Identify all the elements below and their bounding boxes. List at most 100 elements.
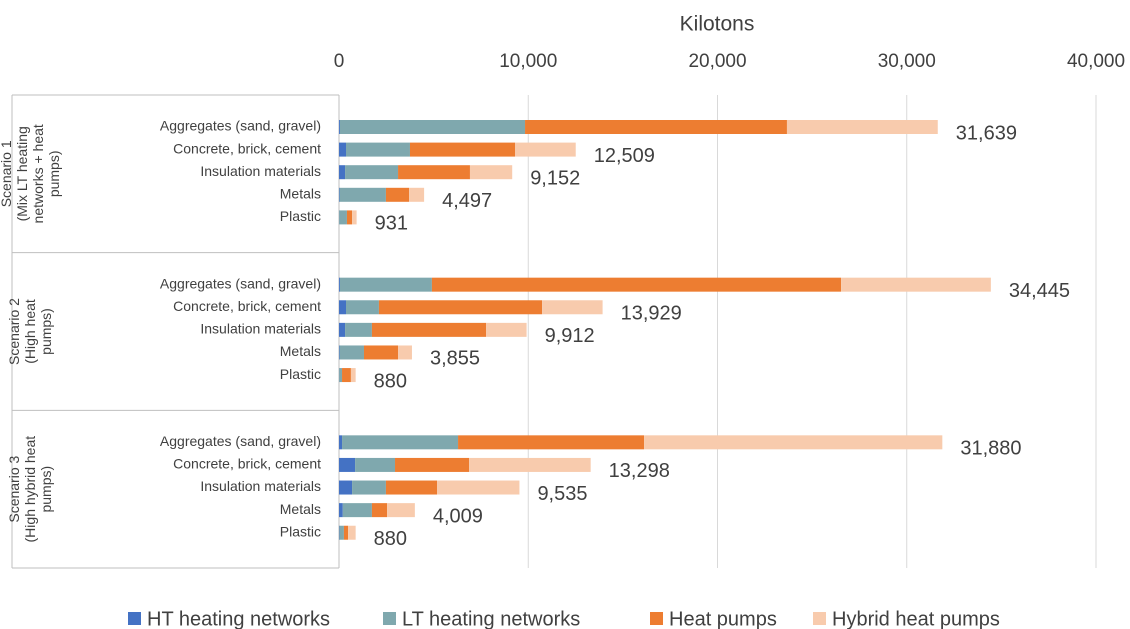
bar-segment: [342, 503, 372, 518]
legend-label: Heat pumps: [669, 608, 777, 629]
bar-segment: [542, 300, 603, 315]
bar-segment: [644, 435, 943, 450]
bar-segment: [343, 525, 349, 540]
bar-segment: [431, 277, 842, 292]
bar-segment: [339, 187, 386, 202]
category-label: Metals: [280, 343, 321, 359]
legend-label: Hybrid heat pumps: [832, 608, 1000, 629]
bar-segment: [339, 120, 340, 134]
legend-swatch: [813, 612, 826, 625]
bar-segment: [363, 345, 399, 360]
bar-segment: [515, 142, 576, 157]
bar-segment: [348, 525, 356, 540]
category-label: Insulation materials: [200, 478, 321, 494]
bar-segment: [841, 277, 991, 292]
bar-segment: [398, 345, 412, 360]
category-label: Aggregates (sand, gravel): [160, 275, 321, 291]
bar-segment: [339, 187, 340, 202]
bar-segment: [339, 165, 346, 180]
bar-segment: [469, 457, 591, 472]
bar-segment: [339, 457, 356, 472]
bar-segment: [378, 300, 543, 315]
bar-segment: [339, 210, 347, 225]
group-label-line: pumps): [38, 308, 54, 355]
category-label: Concrete, brick, cement: [173, 456, 321, 472]
bar-segment: [342, 435, 459, 450]
bar-segment: [395, 457, 470, 472]
bar-segment: [345, 165, 399, 180]
total-label: 13,929: [621, 303, 682, 325]
bar-segment: [409, 187, 425, 202]
bar-segment: [350, 368, 356, 383]
bar-segment: [469, 165, 513, 180]
bar-segment: [409, 142, 516, 157]
group-label-line: (High heat: [22, 299, 38, 364]
bar-segment: [339, 480, 353, 495]
group-label-line: networks + heat: [30, 124, 46, 223]
total-label: 880: [374, 370, 407, 392]
total-label: 31,639: [956, 122, 1017, 144]
x-tick-label: 20,000: [688, 51, 746, 72]
bar-segment: [339, 368, 343, 383]
total-label: 9,535: [537, 483, 587, 505]
group-label: Scenario 3 (High hybrid heat pumps): [6, 436, 54, 543]
total-label: 4,497: [442, 190, 492, 212]
legend-label: HT heating networks: [147, 608, 330, 629]
x-axis-title: Kilotons: [680, 13, 755, 36]
bar-segment: [342, 368, 351, 383]
bar-segment: [437, 480, 520, 495]
x-tick-label: 30,000: [878, 51, 936, 72]
group-label-line: pumps): [46, 150, 62, 197]
bar-segment: [345, 322, 372, 337]
total-label: 880: [374, 528, 407, 550]
bar-segment: [346, 210, 353, 225]
group-label: Scenario 2 (High heat pumps): [6, 298, 54, 365]
category-label: Insulation materials: [200, 321, 321, 337]
group-label-line: Scenario 2: [6, 298, 22, 365]
bar-segment: [371, 503, 388, 518]
group-label-line: Scenario 1: [0, 140, 14, 207]
bar-segment: [355, 457, 396, 472]
bar-segment: [339, 345, 364, 360]
bar-segment: [352, 480, 386, 495]
bar-segment: [786, 120, 938, 134]
group-label-line: (Mix LT heating: [14, 126, 30, 221]
category-label: Insulation materials: [200, 163, 321, 179]
total-label: 13,298: [609, 460, 670, 482]
bar-segment: [385, 480, 438, 495]
bar-segment: [339, 525, 344, 540]
legend-label: LT heating networks: [402, 608, 580, 629]
bar-segment: [339, 503, 343, 518]
total-label: 31,880: [960, 438, 1021, 460]
legend-swatch: [128, 612, 141, 625]
total-label: 12,509: [594, 145, 655, 167]
total-label: 4,009: [433, 505, 483, 527]
bar-segment: [398, 165, 470, 180]
total-label: 9,152: [530, 167, 580, 189]
bar-segment: [339, 120, 526, 134]
bar-segment: [339, 277, 340, 292]
group-label-line: pumps): [38, 466, 54, 513]
bar-segment: [346, 300, 379, 315]
category-label: Concrete, brick, cement: [173, 140, 321, 156]
x-tick-label: 10,000: [499, 51, 557, 72]
group-label-line: Scenario 3: [6, 455, 22, 522]
bar-segment: [339, 277, 432, 292]
bar-segment: [525, 120, 787, 134]
x-tick-label: 0: [334, 51, 345, 72]
bar-segment: [339, 142, 347, 157]
bar-segment: [486, 322, 527, 337]
bar-segment: [387, 503, 415, 518]
x-tick-label: 40,000: [1067, 51, 1125, 72]
category-label: Plastic: [280, 208, 321, 224]
category-label: Aggregates (sand, gravel): [160, 118, 321, 134]
bar-segment: [371, 322, 487, 337]
category-label: Concrete, brick, cement: [173, 298, 321, 314]
category-label: Metals: [280, 186, 321, 202]
bar-segment: [458, 435, 645, 450]
bar-segment: [339, 322, 346, 337]
total-label: 9,912: [545, 325, 595, 347]
category-label: Metals: [280, 501, 321, 517]
